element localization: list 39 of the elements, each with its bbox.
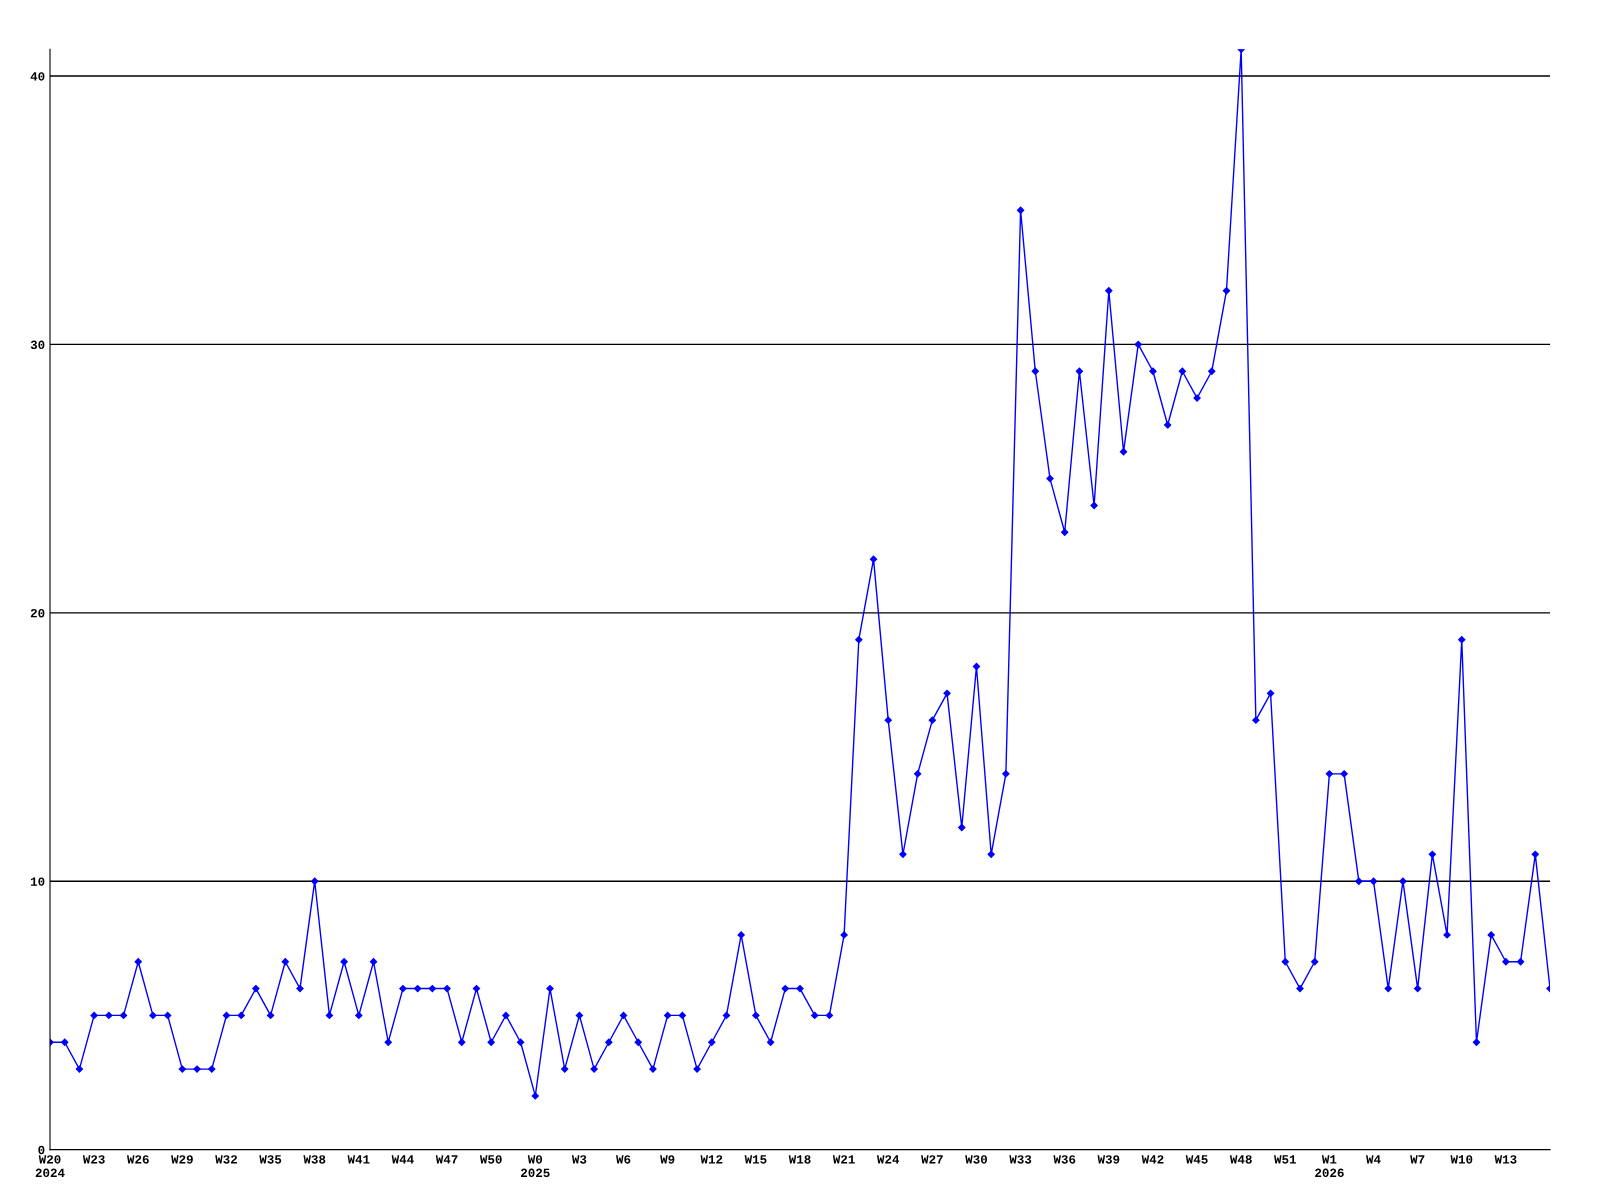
x-tick-label: W1 2026	[1315, 1155, 1344, 1178]
x-tick-label: W50	[479, 1155, 502, 1164]
x-tick-label: W39	[1097, 1155, 1120, 1164]
x-tick-label: W47	[435, 1155, 458, 1164]
x-tick-label: W21	[832, 1155, 855, 1164]
x-tick-label: W45	[1185, 1155, 1208, 1164]
x-tick-label: W32	[215, 1155, 237, 1164]
y-tick-label: 40	[30, 72, 45, 81]
x-tick-label: W42	[1141, 1155, 1164, 1164]
x-tick-label: W26	[126, 1155, 149, 1164]
x-tick-label: W3	[571, 1155, 587, 1164]
x-tick-label: W0 2025	[521, 1155, 550, 1178]
y-tick-label: 10	[30, 877, 45, 886]
y-tick-label: 0	[38, 1145, 45, 1155]
x-tick-label: W13	[1494, 1155, 1517, 1164]
x-tick-label: W12	[700, 1155, 723, 1164]
x-tick-label: W41	[347, 1155, 370, 1164]
x-tick-label: W44	[391, 1155, 414, 1164]
x-tick-label: W29	[171, 1155, 193, 1164]
x-tick-label: W23	[82, 1155, 105, 1164]
x-tick-label: W6	[616, 1155, 631, 1164]
x-tick-label: W33	[1009, 1155, 1032, 1164]
x-tick-label: W4	[1366, 1155, 1381, 1164]
x-tick-label: W27	[921, 1155, 943, 1164]
x-tick-label: W38	[303, 1155, 326, 1164]
x-tick-label: W9	[660, 1155, 675, 1164]
x-tick-label: W20 2024	[35, 1155, 65, 1178]
x-tick-label: W35	[259, 1155, 282, 1164]
x-tick-label: W15	[744, 1155, 767, 1164]
x-tick-label: W48	[1229, 1155, 1252, 1164]
x-tick-label: W24	[876, 1155, 900, 1164]
x-tick-label: W36	[1053, 1155, 1076, 1164]
x-tick-label: W51	[1274, 1155, 1297, 1164]
x-tick-label: W10	[1450, 1155, 1473, 1164]
y-tick-label: 20	[30, 608, 45, 618]
x-tick-label: W30	[965, 1155, 987, 1164]
y-tick-label: 30	[30, 340, 45, 350]
x-tick-label: W7	[1410, 1155, 1425, 1164]
x-tick-label: W18	[788, 1155, 811, 1164]
